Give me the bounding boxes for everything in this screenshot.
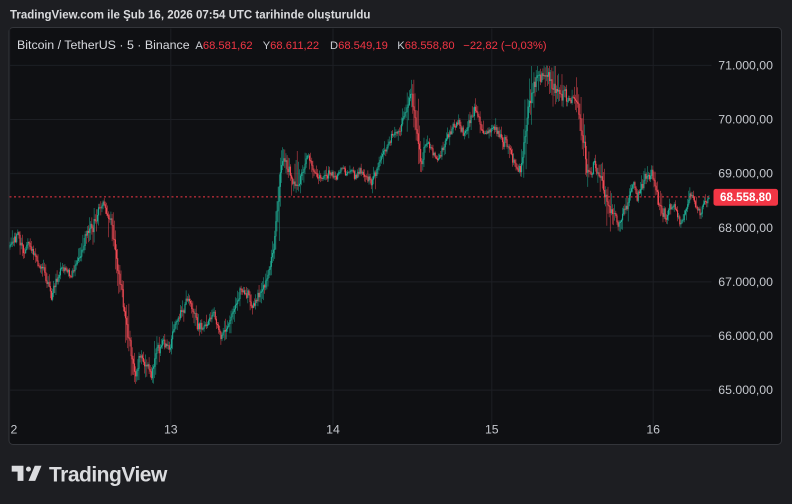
svg-text:K68.558,80: K68.558,80 — [397, 40, 454, 52]
svg-text:TradingView.com ile Şub 16, 20: TradingView.com ile Şub 16, 2026 07:54 U… — [10, 10, 370, 22]
svg-text:68.000,00: 68.000,00 — [718, 221, 773, 235]
svg-text:TradingView: TradingView — [49, 464, 168, 487]
svg-text:70.000,00: 70.000,00 — [718, 113, 773, 127]
svg-text:67.000,00: 67.000,00 — [718, 275, 773, 289]
svg-text:13: 13 — [164, 423, 178, 437]
svg-text:−22,82 (−0,03%): −22,82 (−0,03%) — [463, 40, 547, 52]
svg-text:65.000,00: 65.000,00 — [718, 383, 773, 397]
svg-text:68.558,80: 68.558,80 — [720, 191, 772, 204]
svg-text:D68.549,19: D68.549,19 — [330, 40, 388, 52]
svg-text:71.000,00: 71.000,00 — [718, 59, 773, 73]
svg-text:Bitcoin / TetherUS · 5 · Binan: Bitcoin / TetherUS · 5 · Binance — [17, 38, 190, 52]
svg-text:15: 15 — [485, 423, 499, 437]
svg-text:2: 2 — [11, 423, 18, 437]
svg-text:14: 14 — [326, 423, 340, 437]
svg-text:Y68.611,22: Y68.611,22 — [263, 40, 319, 52]
svg-text:69.000,00: 69.000,00 — [718, 167, 773, 181]
svg-text:16: 16 — [646, 423, 660, 437]
svg-text:A68.581,62: A68.581,62 — [195, 40, 252, 52]
svg-text:66.000,00: 66.000,00 — [718, 329, 773, 343]
